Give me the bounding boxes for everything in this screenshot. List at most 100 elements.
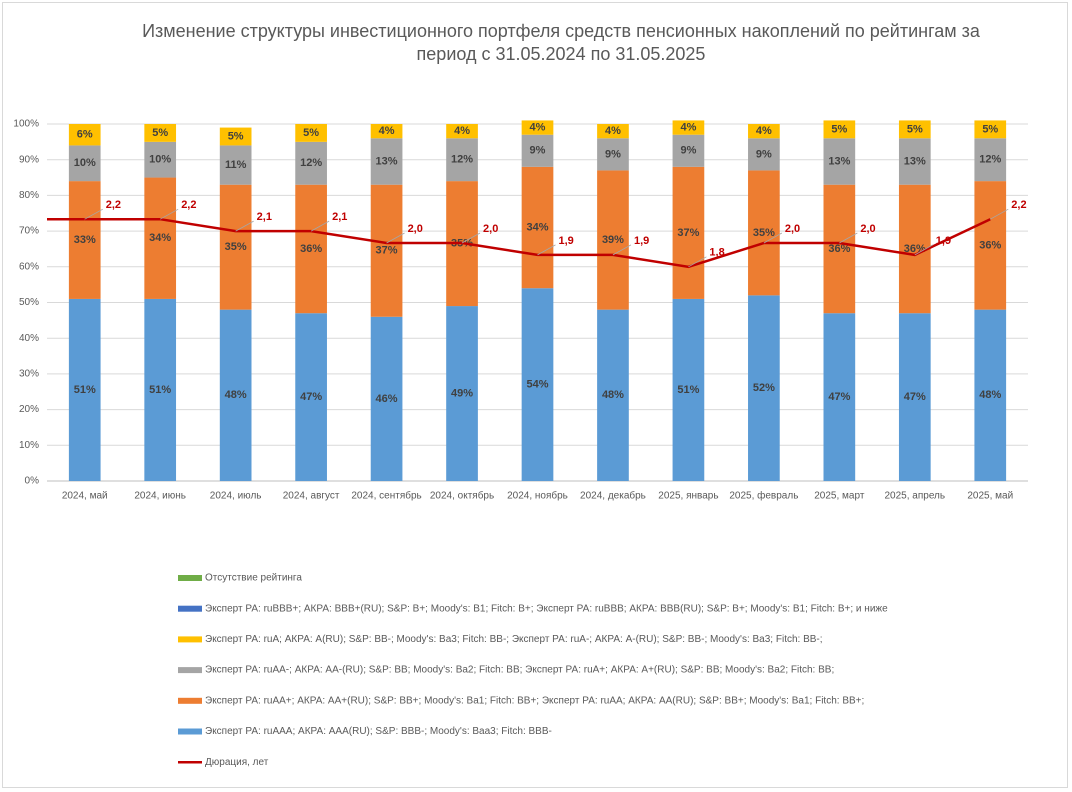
data-label: 4% <box>379 125 395 137</box>
y-tick-label: 20% <box>19 404 39 415</box>
bar-segment <box>748 170 780 296</box>
line-label: 1,9 <box>634 235 649 247</box>
x-tick-label: 2024, август <box>283 491 340 502</box>
y-tick-label: 100% <box>13 119 39 130</box>
bar-segment <box>144 141 177 178</box>
data-label: 52% <box>753 382 775 394</box>
y-tick-label: 30% <box>19 369 39 380</box>
data-label: 9% <box>530 145 546 157</box>
bar-segment <box>521 120 554 135</box>
line-label: 2,1 <box>332 211 347 223</box>
bar-segment <box>672 120 705 135</box>
data-label: 5% <box>228 130 244 142</box>
data-label: 10% <box>74 157 96 169</box>
bar-segment <box>144 177 177 299</box>
data-label: 12% <box>451 154 473 166</box>
bar-segment <box>521 166 554 289</box>
label-leader <box>839 232 858 244</box>
bar-segment <box>597 309 629 481</box>
data-label: 47% <box>904 391 926 403</box>
x-tick-label: 2024, май <box>62 491 108 502</box>
bar-segment <box>974 181 1007 310</box>
bar-segment <box>974 309 1007 481</box>
data-label: 51% <box>149 384 171 396</box>
data-label: 34% <box>526 221 548 233</box>
legend-swatch <box>178 636 202 643</box>
bar-segment <box>898 120 931 139</box>
bar-segment <box>898 138 931 185</box>
x-tick-label: 2025, январь <box>658 491 718 502</box>
label-leader <box>235 220 254 232</box>
data-label: 5% <box>831 123 847 135</box>
bar-segment <box>974 138 1007 182</box>
bar-segment <box>898 313 931 481</box>
y-tick-label: 90% <box>19 154 39 165</box>
data-label: 49% <box>451 387 473 399</box>
label-leader <box>310 220 330 232</box>
data-label: 33% <box>74 234 96 246</box>
line-label: 1,9 <box>559 235 574 247</box>
bar-segment <box>219 184 252 310</box>
data-label: 10% <box>149 154 171 166</box>
data-label: 9% <box>605 148 621 160</box>
y-tick-label: 60% <box>19 261 39 272</box>
data-label: 35% <box>753 227 775 239</box>
x-tick-label: 2025, февраль <box>729 490 798 502</box>
data-label: 5% <box>152 127 168 139</box>
data-label: 11% <box>225 159 247 171</box>
bar-segment <box>446 306 478 481</box>
y-tick-label: 70% <box>19 226 39 237</box>
line-label: 2,2 <box>181 199 196 211</box>
bar-segment <box>446 124 478 139</box>
bar-segment <box>597 170 629 310</box>
x-tick-label: 2024, октябрь <box>430 490 494 502</box>
label-leader <box>159 208 179 220</box>
data-label: 47% <box>300 391 322 403</box>
bar-segment <box>370 124 403 139</box>
bar-segment <box>68 145 101 182</box>
y-tick-label: 40% <box>19 333 39 344</box>
line-label: 2,2 <box>106 199 121 211</box>
bar-segment <box>68 181 101 299</box>
bar-segment <box>144 298 177 481</box>
data-label: 36% <box>300 243 322 255</box>
legend-swatch <box>178 697 202 704</box>
data-label: 5% <box>907 123 923 135</box>
bar-segment <box>823 184 856 314</box>
data-label: 4% <box>530 121 546 133</box>
data-label: 51% <box>677 384 699 396</box>
bar-segment <box>823 120 856 139</box>
data-label: 13% <box>904 155 926 167</box>
label-leader <box>386 232 405 244</box>
bar-segment <box>446 138 478 182</box>
bar-segment <box>521 288 554 481</box>
data-label: 4% <box>756 125 772 137</box>
label-leader <box>688 256 707 268</box>
data-label: 47% <box>828 391 850 403</box>
x-tick-label: 2025, май <box>967 491 1013 502</box>
line-label: 1,9 <box>936 235 951 247</box>
data-label: 12% <box>979 154 1001 166</box>
x-tick-label: 2025, апрель <box>884 491 945 502</box>
data-label: 48% <box>602 389 624 401</box>
bar-segment <box>597 124 629 139</box>
legend-swatch <box>178 605 202 612</box>
line-label: 2,2 <box>1011 199 1026 211</box>
x-tick-label: 2025, март <box>814 491 865 502</box>
bar-segment <box>219 127 252 146</box>
legend-swatch <box>178 667 202 674</box>
chart-title: Изменение структуры инвестиционного порт… <box>142 21 980 64</box>
legend-label: Дюрация, лет <box>205 757 269 768</box>
bar-segment <box>68 124 101 146</box>
data-label: 9% <box>680 145 696 157</box>
label-leader <box>461 232 481 244</box>
label-leader <box>84 208 103 220</box>
x-tick-label: 2024, ноябрь <box>507 490 568 502</box>
bar-segment <box>597 138 629 171</box>
label-leader <box>537 244 556 256</box>
bar-segment <box>370 184 403 317</box>
line-label: 2,0 <box>483 223 498 235</box>
bar-segment <box>295 313 327 481</box>
